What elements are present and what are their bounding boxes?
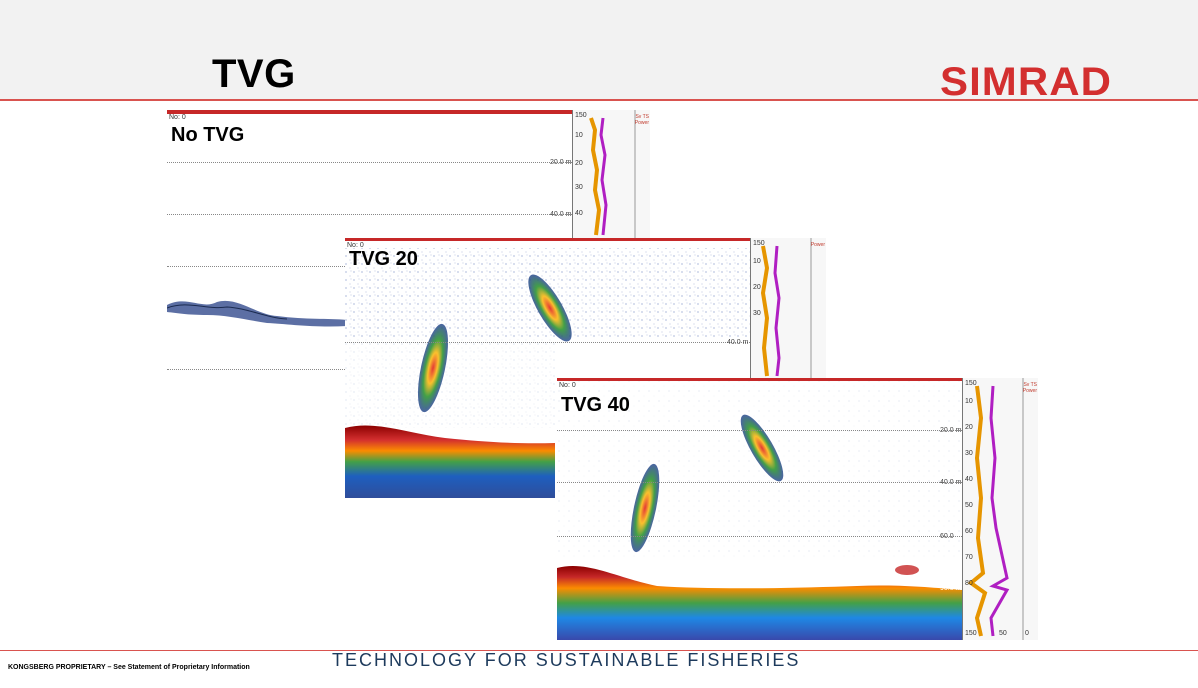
side-tick: 10 — [965, 398, 973, 405]
side-tick: 150 — [753, 240, 765, 247]
side-tick: 20 — [965, 424, 973, 431]
side-tick: 80 — [965, 580, 973, 587]
echogram-tvg40: No: 0 TVG 40 20.0 m 40.0 m 60.0 90.5 m 1… — [557, 378, 1038, 640]
power-profile-panel: 150 10 20 30 40 50 60 70 80 150 50 0 Sv … — [962, 378, 1038, 640]
side-tick: 20 — [753, 284, 761, 291]
side-tick: 50 — [965, 502, 973, 509]
side-tick: 150 — [965, 380, 977, 387]
ping-ref: No: 0 — [169, 114, 186, 121]
depth-label-20m: 20.0 m — [550, 159, 572, 166]
footer-proprietary-notice: KONGSBERG PROPRIETARY – See Statement of… — [8, 664, 250, 671]
depth-label-60m: 60.0 — [940, 533, 954, 540]
footer-divider — [0, 650, 1198, 651]
gridline-20m — [557, 430, 962, 431]
gridline-20m — [167, 162, 572, 163]
depth-label-40m: 40.0 m — [550, 211, 572, 218]
side-tick: 30 — [965, 450, 973, 457]
depth-label-20m: 20.0 m — [940, 427, 962, 434]
profile-legend: Sv TS Power — [1022, 382, 1037, 394]
gridline-40m — [557, 482, 962, 483]
side-tick-bottom-end: 0 — [1025, 630, 1029, 637]
profile-legend: Sv TS Power — [634, 114, 649, 126]
ping-ref: No: 0 — [559, 382, 576, 389]
side-tick-bottom-right: 50 — [999, 630, 1007, 637]
gridline-60m — [557, 536, 962, 537]
panel-label-tvg40: TVG 40 — [561, 394, 630, 416]
gridline-40m — [167, 214, 572, 215]
ping-ref: No: 0 — [347, 242, 364, 249]
gridline-40m — [345, 342, 750, 343]
side-tick: 150 — [575, 112, 587, 119]
side-tick: 20 — [575, 160, 583, 167]
power-profile-graph — [589, 110, 636, 240]
side-tick: 10 — [753, 258, 761, 265]
power-profile-panel: 150 10 20 30 Power — [750, 238, 826, 378]
side-tick: 40 — [965, 476, 973, 483]
slide-header — [0, 0, 1198, 100]
panel-label-tvg20: TVG 20 — [349, 248, 418, 270]
simrad-logo: SIMRAD — [940, 60, 1112, 104]
side-tick: 40 — [575, 210, 583, 217]
gridline-80m — [167, 369, 347, 370]
power-profile-graph — [760, 238, 812, 378]
slide-title: TVG — [212, 52, 296, 96]
footer-tagline: TECHNOLOGY FOR SUSTAINABLE FISHERIES — [332, 650, 801, 670]
side-tick: 70 — [965, 554, 973, 561]
side-tick: 30 — [575, 184, 583, 191]
side-tick: 30 — [753, 310, 761, 317]
gridline-60m — [167, 266, 347, 267]
side-tick: 10 — [575, 132, 583, 139]
depth-label-bottom: 90.5 m — [940, 585, 962, 592]
header-divider — [0, 99, 1198, 101]
depth-label-40m: 40.0 m — [727, 339, 749, 346]
side-tick: 60 — [965, 528, 973, 535]
power-profile-graph — [967, 378, 1024, 640]
profile-legend: Power — [810, 242, 825, 248]
depth-label-40m: 40.0 m — [940, 479, 962, 486]
echogram-tvg40-image — [557, 378, 962, 640]
side-tick-bottom-left: 150 — [965, 630, 977, 637]
panel-label-no-tvg: No TVG — [171, 124, 245, 146]
